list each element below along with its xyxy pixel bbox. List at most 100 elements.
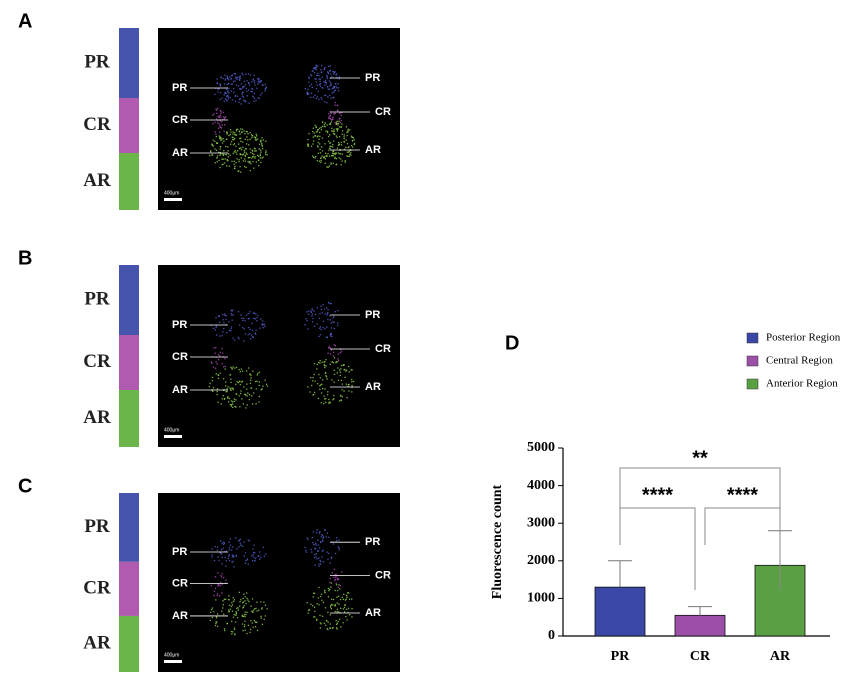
fluorescence-dot bbox=[218, 116, 221, 119]
fluorescence-dot bbox=[235, 554, 238, 557]
fluorescence-dot bbox=[230, 330, 232, 332]
image-label: CR bbox=[172, 114, 188, 126]
fluorescence-dot bbox=[251, 81, 253, 83]
fluorescence-dot bbox=[251, 336, 254, 338]
fluorescence-dot bbox=[217, 127, 220, 129]
fluorescence-dot bbox=[338, 547, 340, 549]
fluorescence-dot bbox=[344, 604, 346, 607]
fluorescence-dot bbox=[319, 152, 322, 154]
fluorescence-dot bbox=[254, 136, 257, 139]
fluorescence-dot bbox=[339, 598, 342, 601]
region-strip bbox=[119, 98, 139, 153]
fluorescence-dot bbox=[232, 546, 234, 548]
fluorescence-dot bbox=[253, 167, 255, 169]
fluorescence-dot bbox=[320, 563, 322, 565]
fluorescence-dot bbox=[315, 87, 318, 90]
fluorescence-dot bbox=[257, 83, 259, 85]
scale-label: 400μm bbox=[164, 190, 179, 196]
fluorescence-dot bbox=[222, 378, 225, 380]
fluorescence-dot bbox=[238, 380, 241, 383]
fluorescence-dot bbox=[215, 617, 218, 619]
fluorescence-dot bbox=[231, 319, 233, 321]
fluorescence-dot bbox=[333, 357, 336, 359]
fluorescence-dot bbox=[330, 586, 332, 588]
fluorescence-dot bbox=[240, 171, 242, 173]
fluorescence-dot bbox=[259, 327, 261, 329]
fluorescence-dot bbox=[222, 313, 224, 316]
fluorescence-dot bbox=[311, 321, 314, 323]
fluorescence-dot bbox=[249, 382, 252, 385]
fluorescence-dot bbox=[337, 367, 339, 369]
fluorescence-dot bbox=[307, 145, 309, 147]
scale-bar bbox=[164, 198, 182, 201]
fluorescence-dot bbox=[225, 95, 228, 98]
fluorescence-dot bbox=[353, 139, 355, 141]
fluorescence-dot bbox=[320, 128, 323, 131]
significance-label: ** bbox=[692, 447, 708, 469]
fluorescence-dot bbox=[319, 614, 321, 617]
fluorescence-dot bbox=[230, 328, 232, 330]
fluorescence-dot bbox=[325, 336, 328, 338]
fluorescence-dot bbox=[329, 581, 331, 583]
fluorescence-dot bbox=[311, 551, 313, 553]
fluorescence-dot bbox=[211, 616, 213, 619]
fluorescence-dot bbox=[347, 128, 349, 130]
image-label: AR bbox=[365, 144, 381, 156]
fluorescence-dot bbox=[305, 551, 307, 553]
fluorescence-dot bbox=[246, 80, 248, 82]
fluorescence-dot bbox=[228, 321, 230, 323]
fluorescence-dot bbox=[235, 613, 237, 615]
fluorescence-dot bbox=[217, 625, 219, 628]
fluorescence-dot bbox=[322, 549, 324, 551]
fluorescence-dot bbox=[335, 123, 337, 125]
fluorescence-dot bbox=[329, 627, 331, 630]
fluorescence-dot bbox=[312, 531, 315, 533]
strip-label: PR bbox=[84, 516, 110, 537]
fluorescence-dot bbox=[225, 318, 227, 321]
fluorescence-dot bbox=[347, 385, 349, 388]
fluorescence-dot bbox=[319, 627, 322, 629]
fluorescence-dot bbox=[335, 582, 337, 585]
fluorescence-dot bbox=[258, 395, 260, 398]
fluorescence-dot bbox=[247, 139, 249, 141]
fluorescence-dot bbox=[336, 611, 338, 613]
fluorescence-dot bbox=[253, 392, 255, 394]
fluorescence-dot bbox=[244, 629, 246, 631]
fluorescence-dot bbox=[316, 368, 318, 370]
fluorescence-dot bbox=[226, 623, 228, 625]
fluorescence-dot bbox=[237, 609, 240, 611]
fluorescence-dot bbox=[244, 100, 247, 102]
fluorescence-dot bbox=[225, 381, 227, 383]
fluorescence-dot bbox=[317, 544, 320, 546]
fluorescence-dot bbox=[232, 88, 235, 90]
fluorescence-dot bbox=[260, 615, 262, 617]
fluorescence-dot bbox=[257, 372, 259, 375]
fluorescence-dot bbox=[337, 124, 339, 126]
fluorescence-dot bbox=[334, 579, 336, 581]
fluorescence-dot bbox=[249, 156, 251, 159]
region-strip bbox=[119, 390, 139, 447]
fluorescence-dot bbox=[338, 369, 341, 371]
fluorescence-dot bbox=[220, 139, 222, 141]
fluorescence-dot bbox=[326, 312, 329, 315]
fluorescence-dot bbox=[327, 621, 329, 623]
fluorescence-dot bbox=[262, 323, 265, 325]
fluorescence-dot bbox=[314, 391, 316, 394]
fluorescence-dot bbox=[238, 368, 240, 371]
fluorescence-dot bbox=[226, 165, 228, 167]
fluorescence-dot bbox=[259, 80, 261, 83]
fluorescence-dot bbox=[244, 154, 246, 156]
fluorescence-dot bbox=[337, 141, 340, 144]
fluorescence-dot bbox=[240, 390, 242, 392]
fluorescence-dot bbox=[330, 162, 332, 164]
fluorescence-dot bbox=[225, 550, 228, 552]
microscopy-image bbox=[158, 28, 400, 210]
fluorescence-dot bbox=[220, 121, 223, 123]
fluorescence-dot bbox=[320, 623, 322, 625]
fluorescence-dot bbox=[243, 149, 246, 152]
fluorescence-dot bbox=[242, 74, 244, 76]
fluorescence-dot bbox=[307, 145, 310, 148]
fluorescence-dot bbox=[324, 529, 326, 531]
fluorescence-dot bbox=[307, 386, 309, 388]
fluorescence-dot bbox=[238, 76, 240, 78]
